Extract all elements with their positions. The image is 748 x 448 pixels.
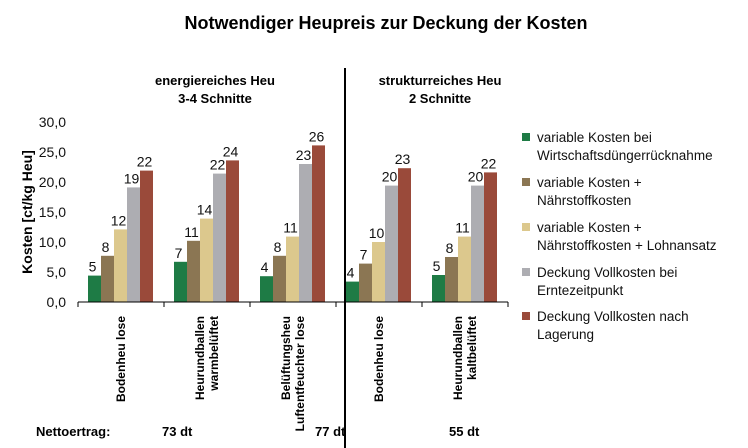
bar <box>312 145 325 302</box>
y-tick-label: 10,0 <box>39 234 66 250</box>
bar <box>140 170 153 302</box>
data-label: 26 <box>309 128 325 144</box>
legend-label: Nährstoffkosten <box>537 193 631 208</box>
data-label: 14 <box>197 202 213 218</box>
data-label: 5 <box>433 258 441 274</box>
data-label: 8 <box>274 239 282 255</box>
group-1-subtitle: 3-4 Schnitte <box>178 91 252 106</box>
data-label: 20 <box>382 169 398 185</box>
bar <box>88 275 101 302</box>
y-tick-label: 0,0 <box>47 294 67 310</box>
legend-label: variable Kosten bei <box>537 130 652 145</box>
data-label: 7 <box>175 245 183 261</box>
nettoertrag-value-3: 55 dt <box>449 424 480 439</box>
bar <box>187 240 200 302</box>
group-1-title: energiereiches Heu <box>155 73 275 88</box>
bar <box>299 164 312 302</box>
data-label: 8 <box>446 240 454 256</box>
legend-marker <box>522 178 530 186</box>
y-axis: 0,0 5,0 10,0 15,0 20,0 25,0 30,0 <box>39 114 66 310</box>
data-label: 11 <box>455 220 470 236</box>
category-label: Bodenheu lose <box>114 316 128 402</box>
data-label: 22 <box>481 155 497 171</box>
legend-marker <box>522 312 530 320</box>
bar <box>226 160 239 302</box>
y-tick-label: 25,0 <box>39 144 66 160</box>
data-label: 22 <box>137 154 153 170</box>
legend-label: Erntezeitpunkt <box>537 283 624 298</box>
category-label: Bodenheu lose <box>372 316 386 402</box>
y-tick-label: 15,0 <box>39 204 66 220</box>
data-label: 7 <box>360 247 368 263</box>
bar <box>372 242 385 302</box>
legend-label: Nährstoffkosten + Lohnansatz <box>537 238 717 253</box>
legend-label: Lagerung <box>537 327 594 342</box>
data-label: 23 <box>296 147 312 163</box>
legend-marker <box>522 268 530 276</box>
bar <box>458 236 471 302</box>
bar <box>286 236 299 302</box>
y-tick-label: 30,0 <box>39 114 66 130</box>
bar <box>114 229 127 302</box>
category-label: Luftentfeuchter lose <box>293 316 307 432</box>
bar <box>213 173 226 302</box>
category-label: kaltbelüftet <box>465 316 479 380</box>
data-label: 10 <box>369 225 385 241</box>
data-label: 11 <box>283 220 298 236</box>
legend-label: variable Kosten + <box>537 175 642 190</box>
legend-label: Wirtschaftsdüngerrücknahme <box>537 148 713 163</box>
category-label: Heurundballen <box>451 316 465 400</box>
bar <box>471 185 484 302</box>
bar <box>445 257 458 302</box>
bar <box>432 275 445 302</box>
bar <box>260 276 273 302</box>
bar <box>200 218 213 302</box>
data-label: 11 <box>184 224 199 240</box>
data-label: 4 <box>347 265 355 281</box>
bar <box>484 172 497 302</box>
data-label: 23 <box>395 151 411 167</box>
legend-marker <box>522 133 530 141</box>
bar <box>359 263 372 302</box>
data-label: 8 <box>102 239 110 255</box>
data-label: 20 <box>468 169 484 185</box>
data-label: 4 <box>261 259 269 275</box>
legend: variable Kosten bei Wirtschaftsdüngerrück… <box>522 130 717 342</box>
legend-label: variable Kosten + <box>537 220 642 235</box>
data-label: 22 <box>210 157 226 173</box>
bar <box>101 255 114 302</box>
legend-label: Deckung Vollkosten nach <box>537 309 689 324</box>
category-labels: Bodenheu lose Heurundballen warmbelüftet Be… <box>114 316 479 432</box>
category-label: warmbelüftet <box>207 316 221 392</box>
data-label: 19 <box>124 170 140 186</box>
x-axis <box>77 301 509 307</box>
chart-title: Notwendiger Heupreis zur Deckung der Kos… <box>184 13 587 33</box>
data-label: 12 <box>111 212 127 228</box>
bar <box>174 261 187 302</box>
legend-label: Deckung Vollkosten bei <box>537 265 677 280</box>
y-tick-label: 5,0 <box>47 264 67 280</box>
nettoertrag-value-2: 77 dt <box>315 424 346 439</box>
y-tick-label: 20,0 <box>39 174 66 190</box>
data-label: 24 <box>223 143 239 159</box>
y-axis-label: Kosten [ct/kg Heu] <box>19 150 35 274</box>
nettoertrag-label: Nettoertrag: <box>36 424 110 439</box>
bar <box>398 168 411 302</box>
group-2-title: strukturreiches Heu <box>379 73 502 88</box>
bar <box>127 187 140 302</box>
category-label: Belüftungsheu <box>279 316 293 400</box>
legend-marker <box>522 223 530 231</box>
nettoertrag-value-1: 73 dt <box>162 424 193 439</box>
bar <box>273 255 286 302</box>
bar <box>346 281 359 302</box>
category-label: Heurundballen <box>193 316 207 400</box>
data-label: 5 <box>89 259 97 275</box>
bar <box>385 185 398 302</box>
group-2-subtitle: 2 Schnitte <box>409 91 471 106</box>
